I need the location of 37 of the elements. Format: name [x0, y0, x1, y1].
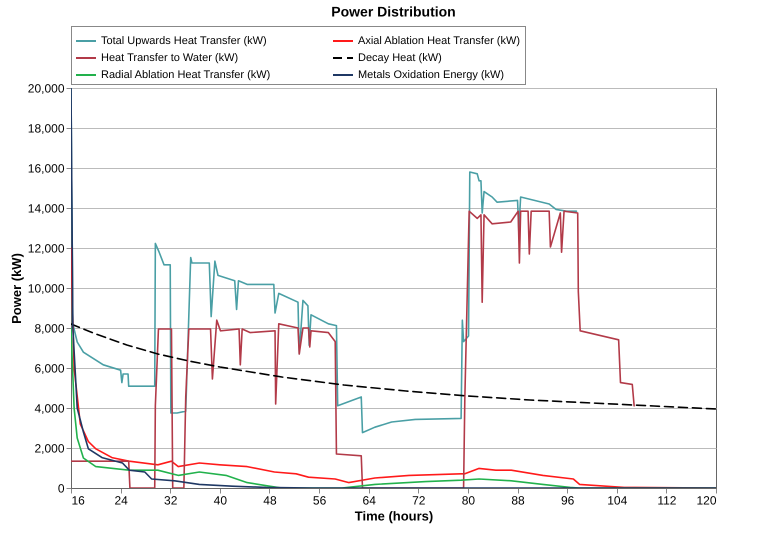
y-tick-label: 8,000 — [34, 322, 65, 336]
y-tick-label: 4,000 — [34, 402, 65, 416]
legend-label: Heat Transfer to Water (kW) — [101, 52, 238, 64]
y-tick-label: 10,000 — [28, 282, 65, 296]
y-axis-title: Power (kW) — [8, 253, 24, 324]
chart-title: Power Distribution — [331, 4, 456, 20]
x-tick-label: 32 — [164, 494, 178, 508]
x-tick-label: 48 — [263, 494, 277, 508]
x-tick-label: 80 — [462, 494, 476, 508]
x-tick-label: 40 — [214, 494, 228, 508]
x-tick-label: 72 — [412, 494, 426, 508]
y-tick-label: 2,000 — [34, 442, 65, 456]
legend-label: Radial Ablation Heat Transfer (kW) — [101, 69, 270, 81]
y-tick-label: 16,000 — [28, 162, 65, 176]
x-tick-label: 56 — [312, 494, 327, 508]
x-axis-title: Time (hours) — [354, 508, 434, 524]
x-tick-label: 104 — [607, 494, 628, 508]
line-series — [71, 88, 716, 488]
y-tick-label: 14,000 — [28, 202, 65, 216]
legend-label: Metals Oxidation Energy (kW) — [358, 69, 504, 81]
legend-label: Axial Ablation Heat Transfer (kW) — [358, 35, 520, 47]
x-tick-label: 88 — [511, 494, 526, 508]
legend-label: Decay Heat (kW) — [358, 52, 442, 64]
y-tick-label: 18,000 — [28, 122, 65, 136]
x-tick-label: 64 — [362, 494, 376, 508]
x-tick-label: 24 — [114, 494, 128, 508]
y-tick-label: 0 — [58, 482, 65, 496]
x-tick-label: 112 — [657, 494, 677, 508]
y-tick-label: 20,000 — [28, 82, 65, 96]
x-tick-label: 16 — [72, 494, 86, 508]
y-tick-label: 12,000 — [28, 242, 65, 256]
line-series — [71, 323, 716, 410]
x-tick-label: 120 — [696, 494, 717, 508]
legend-label: Total Upwards Heat Transfer (kW) — [101, 35, 267, 47]
x-tick-label: 96 — [560, 494, 575, 508]
y-tick-label: 6,000 — [34, 362, 65, 376]
line-series — [71, 210, 635, 488]
